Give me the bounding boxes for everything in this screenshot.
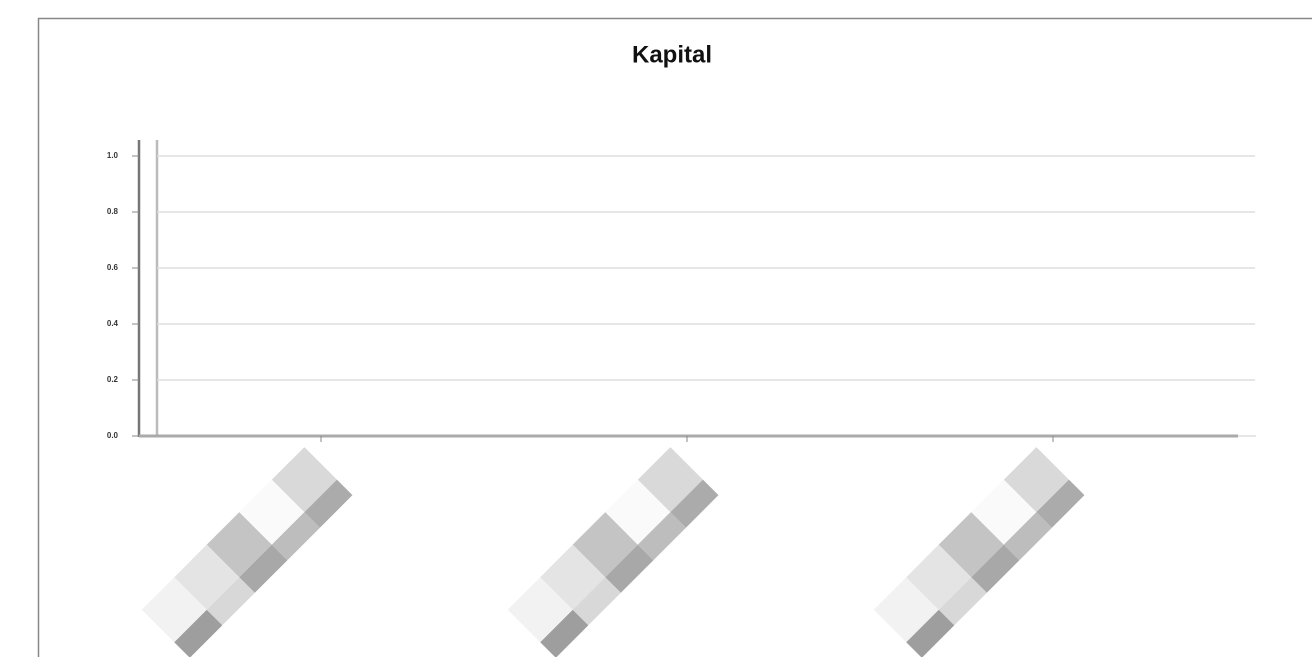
label-block-shade: [206, 577, 255, 626]
chart-title: Kapital: [632, 41, 712, 68]
label-block-shade: [239, 544, 288, 593]
label-block-shade: [540, 609, 589, 657]
label-block: [1003, 447, 1069, 513]
label-block-shade: [304, 479, 353, 528]
label-block-shade: [174, 609, 223, 657]
label-block-shade: [1036, 479, 1085, 528]
y-tick-label: 0.8: [107, 207, 119, 216]
y-tick-label: 0.2: [107, 375, 119, 384]
category-label-placeholder: [873, 447, 1085, 657]
label-block-shade: [271, 512, 320, 561]
y-tick-label: 0.4: [107, 319, 119, 328]
label-block-shade: [637, 512, 686, 561]
label-block-shade: [938, 577, 987, 626]
y-tick-label: 1.0: [107, 151, 119, 160]
label-block: [239, 479, 305, 545]
label-block-shade: [670, 479, 719, 528]
label-block-shade: [572, 577, 621, 626]
category-label-placeholder: [507, 447, 719, 657]
y-tick-label: 0.0: [107, 431, 119, 440]
y-tick-label: 0.6: [107, 263, 119, 272]
label-block-shade: [971, 544, 1020, 593]
label-block-shade: [605, 544, 654, 593]
label-block-shade: [906, 609, 955, 657]
label-block-shade: [1003, 512, 1052, 561]
